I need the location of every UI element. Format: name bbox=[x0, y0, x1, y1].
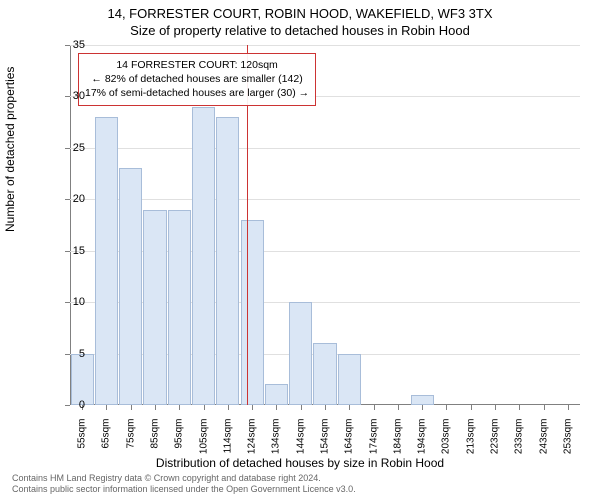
histogram-bar bbox=[289, 302, 312, 405]
annotation-line-2: ← 82% of detached houses are smaller (14… bbox=[85, 72, 309, 86]
ytick-label: 35 bbox=[55, 39, 85, 51]
xtick-mark bbox=[374, 405, 375, 410]
annotation-line-3: 17% of semi-detached houses are larger (… bbox=[85, 86, 309, 100]
histogram-bar bbox=[71, 354, 94, 405]
xtick-mark bbox=[422, 405, 423, 410]
xtick-label: 134sqm bbox=[271, 419, 282, 469]
xtick-mark bbox=[179, 405, 180, 410]
annotation-line-1: 14 FORRESTER COURT: 120sqm bbox=[85, 58, 309, 72]
y-axis-label: Number of detached properties bbox=[3, 67, 17, 232]
histogram-bar bbox=[192, 107, 215, 405]
xtick-label: 114sqm bbox=[222, 419, 233, 469]
xtick-label: 184sqm bbox=[392, 419, 403, 469]
xtick-mark bbox=[495, 405, 496, 410]
histogram-bar bbox=[241, 220, 264, 405]
xtick-mark bbox=[398, 405, 399, 410]
xtick-mark bbox=[228, 405, 229, 410]
ytick-label: 0 bbox=[55, 399, 85, 411]
xtick-label: 65sqm bbox=[101, 419, 112, 469]
xtick-mark bbox=[106, 405, 107, 410]
ytick-label: 30 bbox=[55, 90, 85, 102]
histogram-bar bbox=[216, 117, 239, 405]
xtick-mark bbox=[155, 405, 156, 410]
xtick-mark bbox=[349, 405, 350, 410]
xtick-label: 203sqm bbox=[441, 419, 452, 469]
xtick-mark bbox=[131, 405, 132, 410]
xtick-label: 95sqm bbox=[174, 419, 185, 469]
xtick-label: 213sqm bbox=[465, 419, 476, 469]
xtick-mark bbox=[446, 405, 447, 410]
xtick-label: 85sqm bbox=[150, 419, 161, 469]
xtick-label: 154sqm bbox=[320, 419, 331, 469]
histogram-bar bbox=[119, 168, 142, 405]
xtick-label: 164sqm bbox=[344, 419, 355, 469]
xtick-mark bbox=[544, 405, 545, 410]
xtick-mark bbox=[519, 405, 520, 410]
chart-container: 14, FORRESTER COURT, ROBIN HOOD, WAKEFIE… bbox=[0, 0, 600, 500]
histogram-bar bbox=[143, 210, 166, 405]
xtick-mark bbox=[204, 405, 205, 410]
footer-line-2: Contains public sector information licen… bbox=[12, 484, 356, 496]
gridline bbox=[70, 45, 580, 46]
xtick-mark bbox=[301, 405, 302, 410]
ytick-label: 15 bbox=[55, 245, 85, 257]
xtick-label: 105sqm bbox=[198, 419, 209, 469]
ytick-label: 25 bbox=[55, 142, 85, 154]
xtick-label: 233sqm bbox=[514, 419, 525, 469]
xtick-label: 55sqm bbox=[77, 419, 88, 469]
xtick-mark bbox=[471, 405, 472, 410]
chart-title-main: 14, FORRESTER COURT, ROBIN HOOD, WAKEFIE… bbox=[0, 6, 600, 21]
xtick-mark bbox=[325, 405, 326, 410]
annotation-box: 14 FORRESTER COURT: 120sqm← 82% of detac… bbox=[78, 53, 316, 106]
xtick-label: 243sqm bbox=[538, 419, 549, 469]
histogram-bar bbox=[411, 395, 434, 405]
xtick-mark bbox=[276, 405, 277, 410]
xtick-mark bbox=[568, 405, 569, 410]
histogram-bar bbox=[338, 354, 361, 405]
xtick-label: 174sqm bbox=[368, 419, 379, 469]
plot-area: 14 FORRESTER COURT: 120sqm← 82% of detac… bbox=[70, 45, 580, 405]
gridline bbox=[70, 199, 580, 200]
xtick-label: 144sqm bbox=[295, 419, 306, 469]
footer-attribution: Contains HM Land Registry data © Crown c… bbox=[12, 473, 356, 496]
histogram-bar bbox=[95, 117, 118, 405]
xtick-label: 124sqm bbox=[247, 419, 258, 469]
ytick-label: 20 bbox=[55, 193, 85, 205]
footer-line-1: Contains HM Land Registry data © Crown c… bbox=[12, 473, 356, 485]
ytick-label: 5 bbox=[55, 348, 85, 360]
xtick-label: 75sqm bbox=[125, 419, 136, 469]
histogram-bar bbox=[168, 210, 191, 405]
xtick-label: 194sqm bbox=[417, 419, 428, 469]
xtick-mark bbox=[252, 405, 253, 410]
xtick-label: 253sqm bbox=[562, 419, 573, 469]
chart-title-sub: Size of property relative to detached ho… bbox=[0, 23, 600, 38]
histogram-bar bbox=[313, 343, 336, 405]
gridline bbox=[70, 148, 580, 149]
xtick-label: 223sqm bbox=[490, 419, 501, 469]
histogram-bar bbox=[265, 384, 288, 405]
ytick-label: 10 bbox=[55, 296, 85, 308]
